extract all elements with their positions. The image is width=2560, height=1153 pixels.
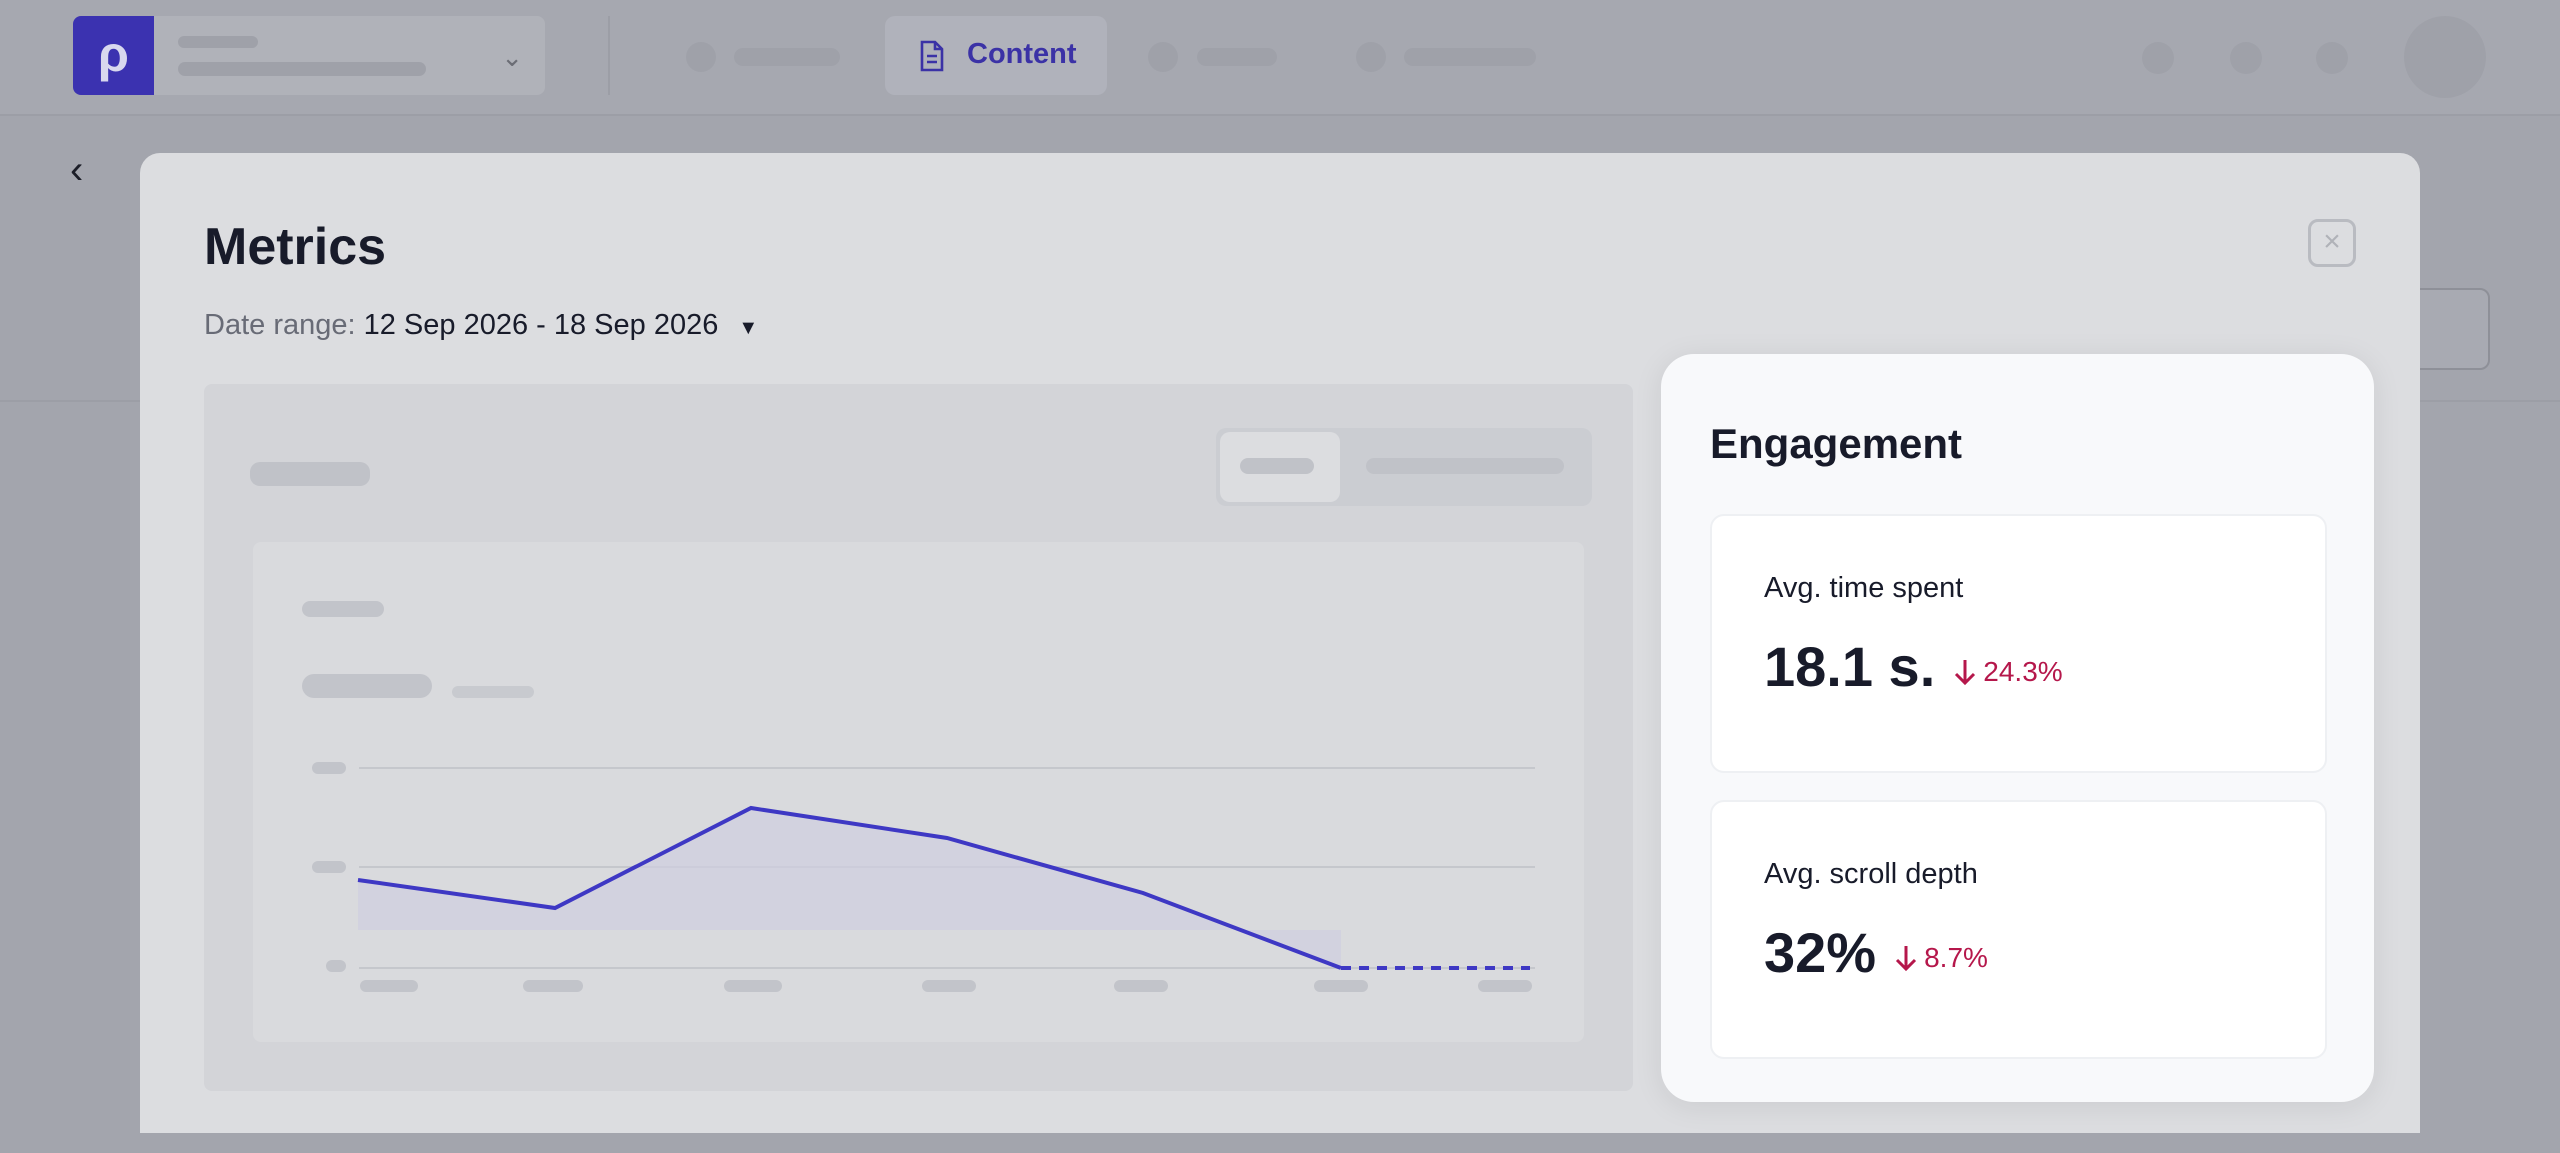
- modal-title: Metrics: [204, 218, 387, 276]
- metric-value-row: 18.1 s. 24.3%: [1764, 634, 2063, 699]
- chart-skeleton: [204, 384, 1633, 1091]
- metric-label: Avg. time spent: [1764, 572, 1964, 604]
- metric-value-row: 32% 8.7%: [1764, 920, 1988, 985]
- down-arrow: [1896, 946, 1917, 972]
- metric-value: 18.1 s.: [1764, 635, 1936, 698]
- workspace-dropdown[interactable]: ⌄: [154, 16, 545, 95]
- date-range-value: 12 Sep 2026 - 18 Sep 2026: [363, 309, 719, 341]
- chart-preview: [302, 601, 1535, 992]
- metric-change-value: 8.7%: [1924, 942, 1988, 973]
- metric-change: 8.7%: [1894, 942, 1988, 974]
- metric-change: 24.3%: [1953, 656, 2063, 688]
- date-range-label: Date range:: [204, 309, 356, 341]
- metric-label: Avg. scroll depth: [1764, 858, 1978, 890]
- caret: ▼: [738, 317, 759, 339]
- metric-box: Avg. time spent 18.1 s. 24.3%: [1710, 514, 2327, 773]
- document-icon: [920, 40, 944, 72]
- nav-tab-active[interactable]: Content: [885, 16, 1107, 95]
- logo[interactable]: ρ: [73, 16, 154, 95]
- engagement-title: Engagement: [1710, 420, 1963, 467]
- top-nav: ρ ⌄ Content: [0, 0, 2560, 116]
- close-button[interactable]: ×: [2308, 219, 2356, 267]
- modal: Metrics × Date range: 12 Sep 2026 - 18 S…: [140, 153, 2420, 1133]
- back-chevron: ‹: [70, 148, 84, 192]
- down-arrow: [1955, 660, 1976, 686]
- metric-box: Avg. scroll depth 32% 8.7%: [1710, 800, 2327, 1059]
- metric-value: 32%: [1764, 921, 1877, 984]
- engagement-card: Engagement Avg. time spent 18.1 s. 24.3% Av…: [1661, 354, 2374, 1102]
- metric-change-value: 24.3%: [1983, 656, 2063, 687]
- date-range[interactable]: Date range: 12 Sep 2026 - 18 Sep 2026 ▼: [204, 309, 758, 342]
- nav-tab-label: Content: [967, 38, 1077, 70]
